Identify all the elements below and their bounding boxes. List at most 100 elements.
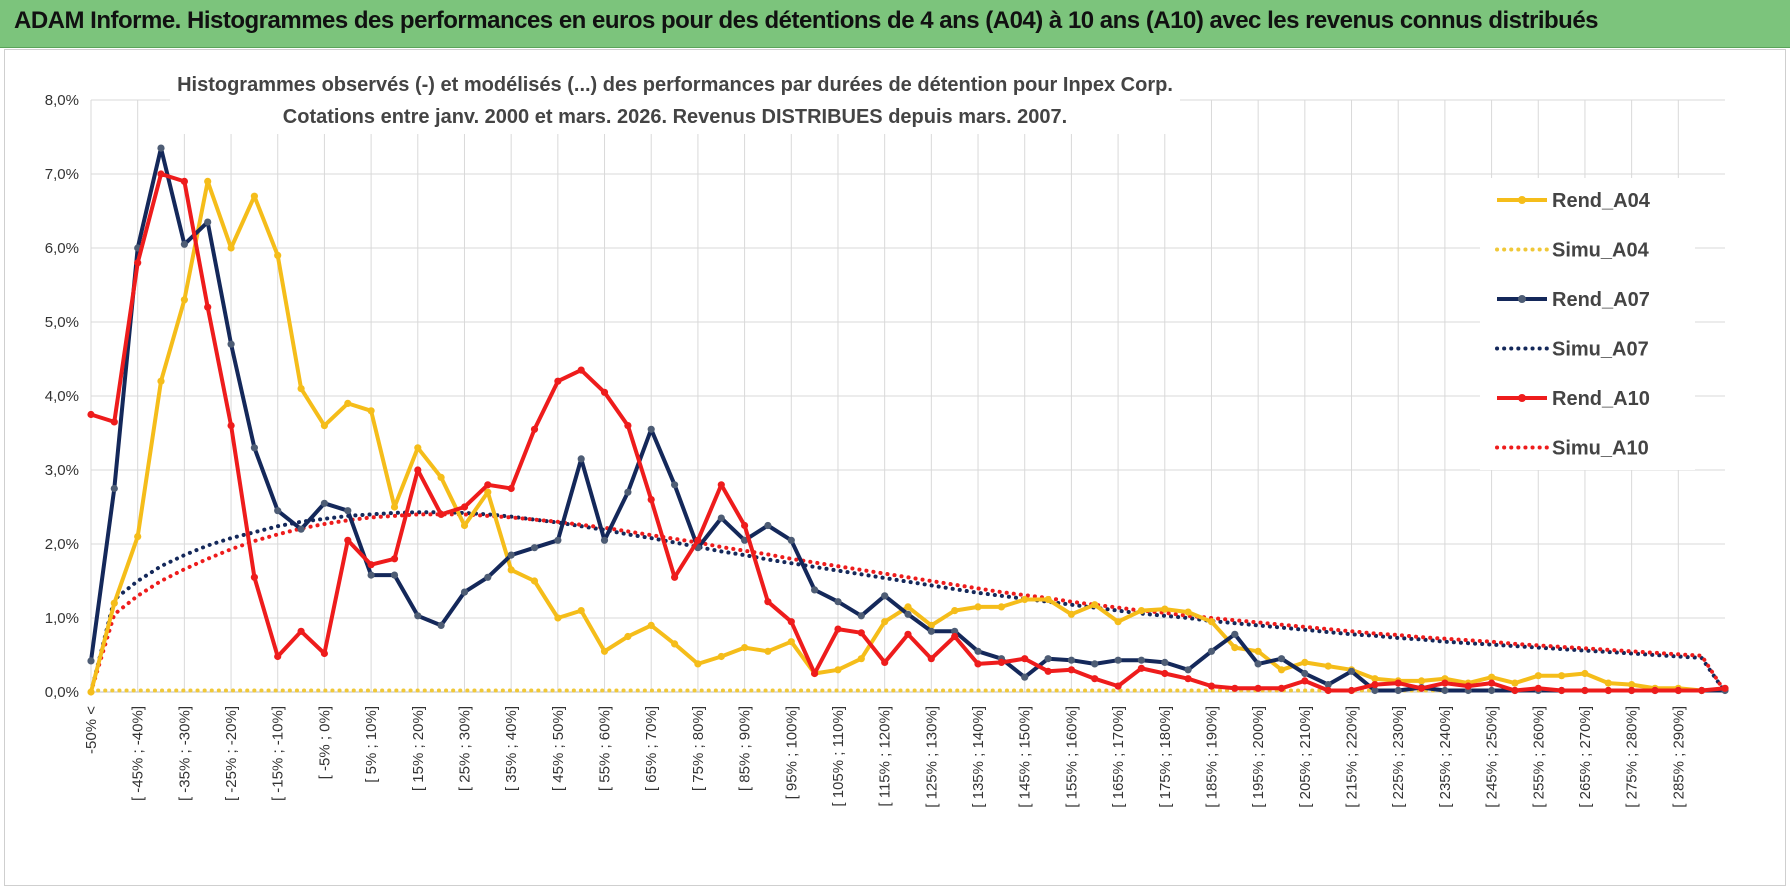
- point-Rend_A04: [390, 503, 399, 511]
- x-tick-label: [ -15% ; -10%]: [270, 706, 287, 801]
- point-Rend_A10: [484, 481, 492, 489]
- point-Rend_A10: [577, 366, 585, 374]
- point-Rend_A04: [881, 618, 889, 626]
- point-Rend_A04: [1511, 679, 1519, 687]
- point-Rend_A10: [1464, 682, 1472, 690]
- x-tick-label: [ 135% ; 140%]: [970, 706, 987, 808]
- point-Rend_A10: [507, 484, 515, 493]
- point-Rend_A10: [1604, 686, 1612, 695]
- point-Rend_A04: [1488, 673, 1496, 681]
- legend-marker: [1518, 394, 1526, 402]
- point-Rend_A10: [274, 652, 282, 661]
- point-Rend_A04: [414, 444, 422, 452]
- legend-label: Simu_A07: [1552, 339, 1649, 361]
- x-tick-label: [ 45% ; 50%]: [550, 706, 567, 791]
- y-tick-label: 1,0%: [45, 610, 79, 627]
- point-Rend_A07: [204, 218, 212, 226]
- x-tick-label: -50% <: [83, 706, 100, 754]
- x-tick-label: [ 25% ; 30%]: [456, 706, 473, 791]
- x-tick-label: [ -5% ; 0%]: [316, 706, 333, 779]
- point-Rend_A10: [624, 422, 632, 430]
- point-Rend_A04: [507, 566, 515, 574]
- point-Rend_A07: [717, 514, 725, 522]
- point-Rend_A07: [787, 536, 795, 544]
- point-Rend_A10: [1324, 686, 1332, 695]
- point-Rend_A04: [1604, 679, 1612, 687]
- point-Rend_A10: [1674, 686, 1682, 695]
- legend: Rend_A04 Simu_A04 Rend_A07 Simu_A07 Rend_A10…: [1480, 178, 1695, 470]
- legend-item-Simu_A04: Simu_A04: [1495, 240, 1650, 262]
- x-tick-label: [ 125% ; 130%]: [923, 706, 940, 808]
- point-Rend_A10: [1301, 677, 1309, 685]
- point-Rend_A10: [1628, 686, 1636, 695]
- point-Rend_A04: [1044, 595, 1052, 604]
- point-Rend_A04: [484, 488, 492, 496]
- legend-label: Simu_A04: [1552, 240, 1650, 262]
- point-Rend_A04: [741, 644, 749, 652]
- point-Rend_A10: [157, 170, 165, 178]
- line-Simu_A10: [89, 512, 1727, 694]
- series-Simu_A10: [89, 512, 1727, 694]
- point-Rend_A07: [414, 612, 422, 620]
- point-Rend_A07: [764, 521, 772, 530]
- x-tick-label: [ 105% ; 110%]: [830, 706, 847, 807]
- point-Rend_A04: [577, 607, 585, 615]
- x-tick-label: [ 65% ; 70%]: [643, 706, 660, 791]
- y-tick-label: 6,0%: [45, 240, 79, 257]
- y-tick-label: 5,0%: [45, 314, 79, 331]
- y-tick-label: 2,0%: [45, 536, 79, 553]
- point-Rend_A07: [1301, 669, 1309, 678]
- point-Rend_A10: [1488, 679, 1496, 687]
- series-Simu_A07: [89, 510, 1727, 694]
- chart-title-line-1: Histogrammes observés (-) et modélisés (…: [177, 74, 1173, 96]
- series-Rend_A10: [87, 170, 1729, 695]
- x-tick-label: [ 255% ; 260%]: [1530, 706, 1547, 808]
- x-tick-label: [ 225% ; 230%]: [1390, 706, 1407, 808]
- point-Rend_A07: [1277, 655, 1286, 663]
- point-Rend_A10: [997, 658, 1006, 667]
- point-Rend_A10: [717, 481, 725, 489]
- legend-label: Simu_A10: [1552, 438, 1649, 460]
- point-Rend_A07: [87, 657, 95, 665]
- point-Rend_A07: [1254, 660, 1262, 668]
- point-Rend_A10: [857, 629, 865, 637]
- point-Rend_A04: [1628, 681, 1636, 689]
- point-Rend_A10: [1417, 684, 1426, 692]
- x-tick-label: [ 185% ; 190%]: [1203, 706, 1220, 808]
- point-Rend_A10: [297, 627, 305, 635]
- point-Rend_A10: [904, 630, 912, 638]
- point-Rend_A07: [951, 627, 959, 635]
- point-Rend_A10: [764, 598, 772, 606]
- chart-frame: [4, 49, 1786, 886]
- point-Rend_A04: [1534, 672, 1542, 680]
- point-Rend_A04: [134, 533, 142, 541]
- point-Rend_A07: [600, 536, 609, 544]
- point-Rend_A07: [811, 586, 819, 594]
- point-Rend_A07: [927, 627, 935, 635]
- x-tick-label: [ 175% ; 180%]: [1157, 706, 1174, 808]
- point-Rend_A07: [110, 484, 118, 493]
- point-Rend_A04: [904, 603, 912, 611]
- point-Rend_A07: [1207, 647, 1216, 655]
- point-Rend_A07: [1137, 656, 1145, 664]
- point-Rend_A10: [1021, 655, 1029, 663]
- point-Rend_A04: [1207, 618, 1216, 626]
- point-Rend_A07: [1231, 630, 1239, 638]
- point-Rend_A10: [227, 422, 235, 430]
- point-Rend_A10: [1137, 664, 1145, 672]
- x-tick-label: [ 205% ; 210%]: [1297, 706, 1314, 808]
- point-Rend_A07: [1044, 655, 1052, 663]
- point-Rend_A10: [1091, 675, 1099, 683]
- point-Rend_A10: [1207, 682, 1216, 690]
- header-banner: ADAM Informe. Histogrammes des performan…: [0, 0, 1790, 48]
- point-Rend_A04: [694, 660, 702, 668]
- page-title: ADAM Informe. Histogrammes des performan…: [14, 7, 1599, 34]
- point-Rend_A10: [110, 418, 118, 426]
- point-Rend_A07: [1114, 656, 1122, 664]
- point-Rend_A10: [1441, 679, 1449, 687]
- point-Rend_A10: [1184, 675, 1192, 683]
- point-Rend_A04: [227, 244, 235, 252]
- legend-background: [1480, 178, 1695, 470]
- point-Rend_A07: [297, 525, 305, 533]
- point-Rend_A04: [787, 638, 795, 646]
